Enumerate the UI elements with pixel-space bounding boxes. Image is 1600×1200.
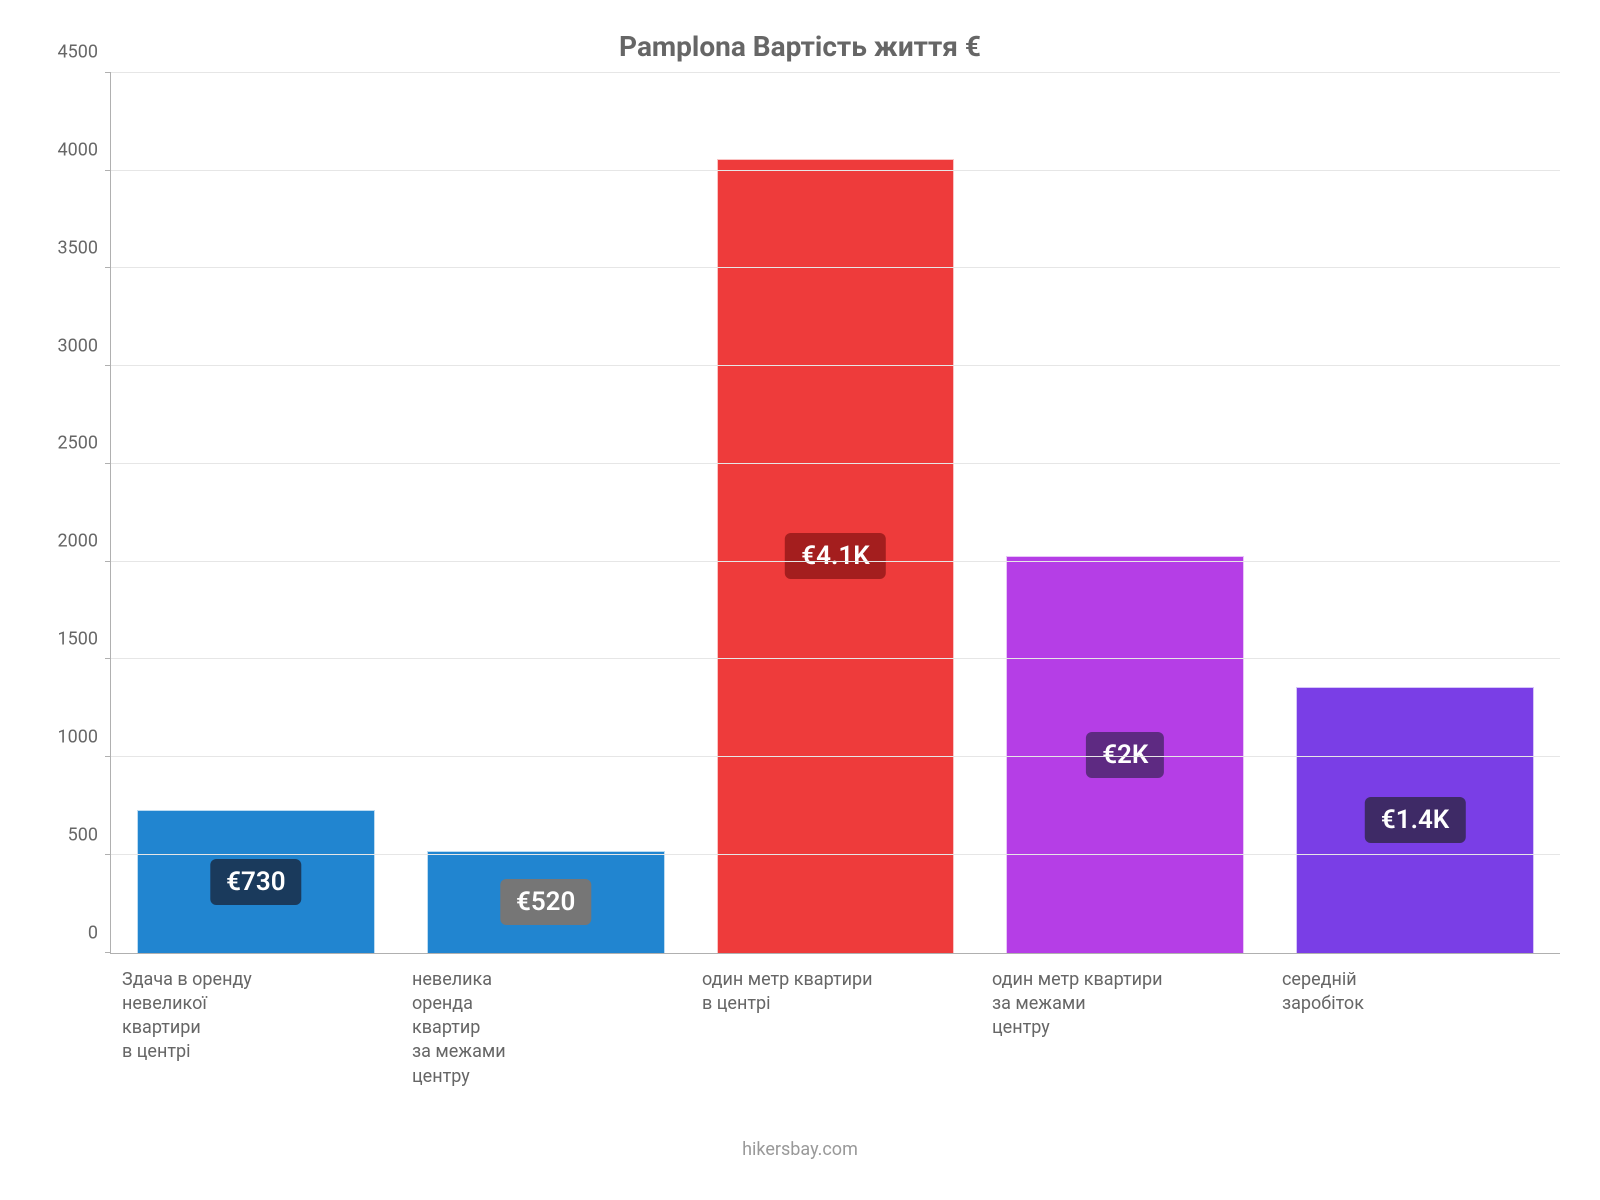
bar-value-label: €4.1K [785,533,885,579]
x-category-label: Здача в оренду невеликої квартири в цент… [122,968,252,1089]
bar-slot: €2K [980,73,1270,953]
bar-slot: €4.1K [691,73,981,953]
y-tick-mark [105,658,111,659]
y-axis: 050010001500200025003000350040004500 [40,73,110,954]
bars-layer: €730 €520 €4.1K €2K €1.4K [111,73,1560,953]
plot-area: €730 €520 €4.1K €2K €1.4K [110,73,1560,954]
y-tick-label: 1500 [58,629,98,650]
y-tick-mark [105,267,111,268]
bar-value-label: €730 [210,859,301,905]
gridline [111,756,1560,757]
y-tick-mark [105,72,111,73]
y-tick-label: 4000 [58,139,98,160]
gridline [111,267,1560,268]
y-tick-mark [105,170,111,171]
gridline [111,463,1560,464]
bar: €520 [427,851,665,953]
gridline [111,854,1560,855]
y-tick-label: 3500 [58,237,98,258]
x-label-slot: невелика оренда квартир за межами центру [400,968,690,1089]
bar: €1.4K [1296,687,1534,953]
bar-slot: €730 [111,73,401,953]
y-tick-mark [105,365,111,366]
y-tick-label: 500 [68,824,98,845]
attribution: hikersbay.com [742,1139,858,1160]
gridline [111,658,1560,659]
y-tick-mark [105,854,111,855]
bar-slot: €520 [401,73,691,953]
y-tick-label: 2500 [58,433,98,454]
gridline [111,561,1560,562]
x-axis-labels: Здача в оренду невеликої квартири в цент… [40,968,1560,1089]
bar-value-label: €520 [500,879,591,925]
bar: €4.1K [717,159,955,953]
y-tick-mark [105,952,111,953]
y-tick-label: 2000 [58,531,98,552]
x-category-label: невелика оренда квартир за межами центру [412,968,506,1089]
x-label-slot: середній заробіток [1270,968,1560,1089]
chart-container: Pamplona Вартість життя € 0 500 1000 1500 20… [0,0,1600,1200]
x-label-slot: один метр квартири за межами центру [980,968,1270,1089]
bar-slot: €1.4K [1270,73,1560,953]
bar: €2K [1006,556,1244,953]
gridline [111,72,1560,73]
bar: €730 [137,810,375,953]
chart-title: Pamplona Вартість життя € [619,30,981,63]
x-category-label: один метр квартири за межами центру [992,968,1163,1089]
gridline [111,170,1560,171]
bar-value-label: €1.4K [1365,797,1465,843]
y-tick-mark [105,463,111,464]
x-category-label: один метр квартири в центрі [702,968,873,1089]
y-tick-label: 3000 [58,335,98,356]
bar-value-label: €2K [1086,732,1164,778]
y-tick-label: 1000 [58,726,98,747]
gridline [111,365,1560,366]
y-tick-mark [105,756,111,757]
plot-wrapper: 050010001500200025003000350040004500 €73… [40,73,1560,954]
y-tick-mark [105,561,111,562]
x-label-slot: один метр квартири в центрі [690,968,980,1089]
x-label-slot: Здача в оренду невеликої квартири в цент… [110,968,400,1089]
x-category-label: середній заробіток [1282,968,1364,1089]
y-tick-label: 4500 [58,42,98,63]
y-tick-label: 0 [88,922,98,943]
